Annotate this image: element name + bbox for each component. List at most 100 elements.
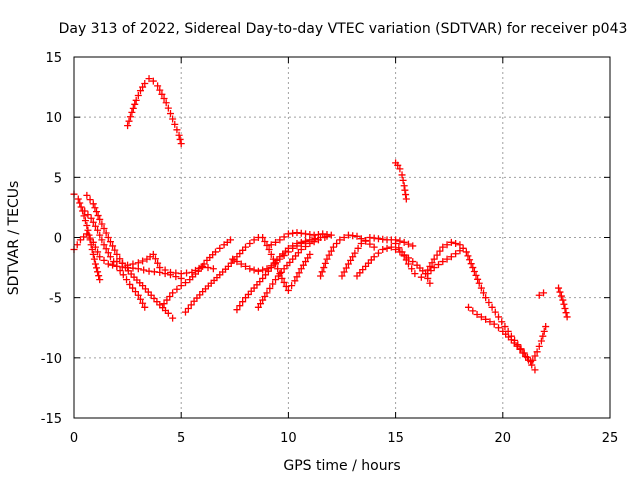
data-point-interp	[272, 238, 280, 246]
data-point-interp	[98, 236, 106, 244]
data-point	[188, 268, 196, 276]
data-point-interp	[434, 261, 442, 269]
data-point-interp	[129, 104, 137, 112]
data-point	[169, 314, 177, 322]
data-point	[336, 236, 344, 244]
data-point	[96, 253, 104, 261]
data-point	[89, 238, 97, 246]
data-point-interp	[293, 273, 301, 281]
data-point	[475, 279, 483, 287]
data-point	[104, 260, 112, 268]
data-point	[291, 277, 299, 285]
data-point-interp	[443, 241, 451, 249]
data-point	[439, 258, 447, 266]
data-point-interp	[280, 278, 288, 286]
data-point	[91, 260, 99, 268]
data-point	[113, 250, 121, 258]
data-point-interp	[139, 83, 147, 91]
data-point-interp	[80, 233, 88, 241]
data-point-interp	[522, 353, 530, 361]
data-point-interp	[276, 270, 284, 278]
data-point-interp	[181, 279, 189, 287]
data-point-interp	[347, 256, 355, 264]
data-point	[233, 306, 241, 314]
data-point	[156, 264, 164, 272]
data-point-interp	[269, 255, 277, 263]
data-point-interp	[485, 298, 493, 306]
data-point	[263, 265, 271, 273]
data-point	[141, 79, 149, 87]
data-point	[370, 253, 378, 261]
data-point-interp	[362, 237, 370, 245]
data-point	[149, 77, 157, 85]
data-point-interp	[342, 264, 350, 272]
data-point	[254, 303, 262, 311]
series-arc-t	[464, 303, 539, 374]
data-point-interp	[131, 288, 139, 296]
data-point-interp	[184, 304, 192, 312]
data-point-interp	[259, 296, 267, 304]
data-point	[495, 313, 503, 321]
data-point	[209, 265, 217, 273]
data-point-interp	[318, 268, 326, 276]
data-point	[96, 276, 104, 284]
data-point-interp	[116, 267, 124, 275]
data-point	[229, 255, 237, 263]
data-point-interp	[169, 115, 177, 123]
data-point	[100, 241, 108, 249]
data-point-interp	[126, 113, 134, 121]
data-point-interp	[104, 249, 112, 257]
data-point	[456, 241, 464, 249]
data-point	[344, 260, 352, 268]
data-point-interp	[134, 92, 142, 100]
data-point	[351, 249, 359, 257]
data-point-interp	[77, 203, 85, 211]
data-point-interp	[464, 252, 472, 260]
data-point-interp	[93, 208, 101, 216]
data-point-interp	[399, 176, 407, 184]
data-point-interp	[84, 226, 92, 234]
data-point-interp	[269, 280, 277, 288]
data-point-interp	[166, 292, 174, 300]
data-point-interp	[528, 361, 536, 369]
data-point-interp	[76, 199, 84, 207]
data-point-interp	[288, 282, 296, 290]
data-point	[426, 279, 434, 287]
data-point	[555, 284, 563, 292]
data-point	[501, 323, 509, 331]
data-point-interp	[557, 292, 565, 300]
data-point-interp	[91, 222, 99, 230]
data-point	[145, 75, 153, 83]
data-point-interp	[470, 267, 478, 275]
series-arc-m	[267, 229, 335, 249]
data-point	[227, 236, 235, 244]
data-point-interp	[261, 238, 269, 246]
data-point	[473, 311, 481, 319]
data-point-interp	[89, 218, 97, 226]
data-point-interp	[250, 266, 258, 274]
data-point-interp	[161, 266, 169, 274]
data-point	[177, 140, 185, 148]
data-point	[338, 272, 346, 280]
series-arc-k	[229, 232, 331, 275]
data-point-interp	[401, 186, 409, 194]
data-point-interp	[197, 264, 205, 272]
data-point	[94, 226, 102, 234]
data-point	[542, 323, 550, 331]
data-point	[124, 261, 132, 269]
data-point	[265, 246, 273, 254]
data-point-interp	[302, 238, 310, 246]
data-point	[119, 271, 127, 279]
data-point-interp	[129, 284, 137, 292]
data-point-interp	[204, 264, 212, 272]
data-point	[141, 303, 149, 311]
data-point	[81, 207, 89, 215]
data-point	[482, 294, 490, 302]
data-point-interp	[94, 248, 102, 256]
data-point	[259, 274, 267, 282]
series-arc-b	[70, 230, 185, 282]
data-point-interp	[561, 304, 569, 312]
data-point	[404, 260, 412, 268]
data-point-interp	[428, 259, 436, 267]
